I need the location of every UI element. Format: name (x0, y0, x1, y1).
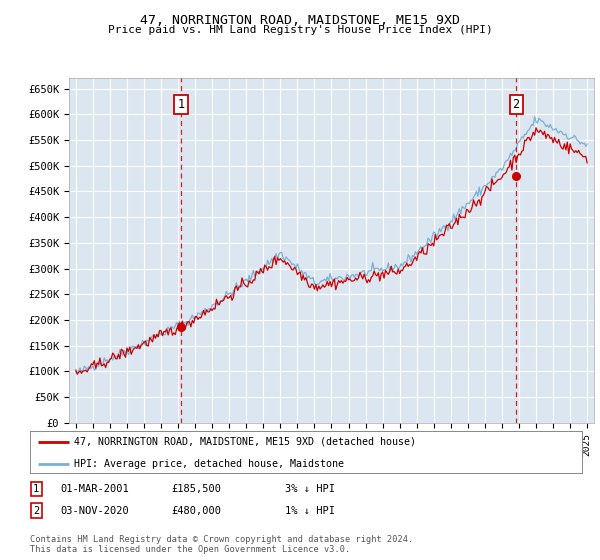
Text: 2: 2 (33, 506, 39, 516)
Text: £185,500: £185,500 (171, 484, 221, 494)
Text: 1: 1 (178, 97, 185, 111)
Text: 1: 1 (33, 484, 39, 494)
Text: £480,000: £480,000 (171, 506, 221, 516)
Text: 1% ↓ HPI: 1% ↓ HPI (285, 506, 335, 516)
Text: HPI: Average price, detached house, Maidstone: HPI: Average price, detached house, Maid… (74, 459, 344, 469)
Text: Contains HM Land Registry data © Crown copyright and database right 2024.
This d: Contains HM Land Registry data © Crown c… (30, 535, 413, 554)
Text: 47, NORRINGTON ROAD, MAIDSTONE, ME15 9XD (detached house): 47, NORRINGTON ROAD, MAIDSTONE, ME15 9XD… (74, 437, 416, 447)
Text: 3% ↓ HPI: 3% ↓ HPI (285, 484, 335, 494)
Text: 01-MAR-2001: 01-MAR-2001 (60, 484, 129, 494)
Text: Price paid vs. HM Land Registry's House Price Index (HPI): Price paid vs. HM Land Registry's House … (107, 25, 493, 35)
Text: 47, NORRINGTON ROAD, MAIDSTONE, ME15 9XD: 47, NORRINGTON ROAD, MAIDSTONE, ME15 9XD (140, 14, 460, 27)
Text: 03-NOV-2020: 03-NOV-2020 (60, 506, 129, 516)
Text: 2: 2 (512, 97, 520, 111)
